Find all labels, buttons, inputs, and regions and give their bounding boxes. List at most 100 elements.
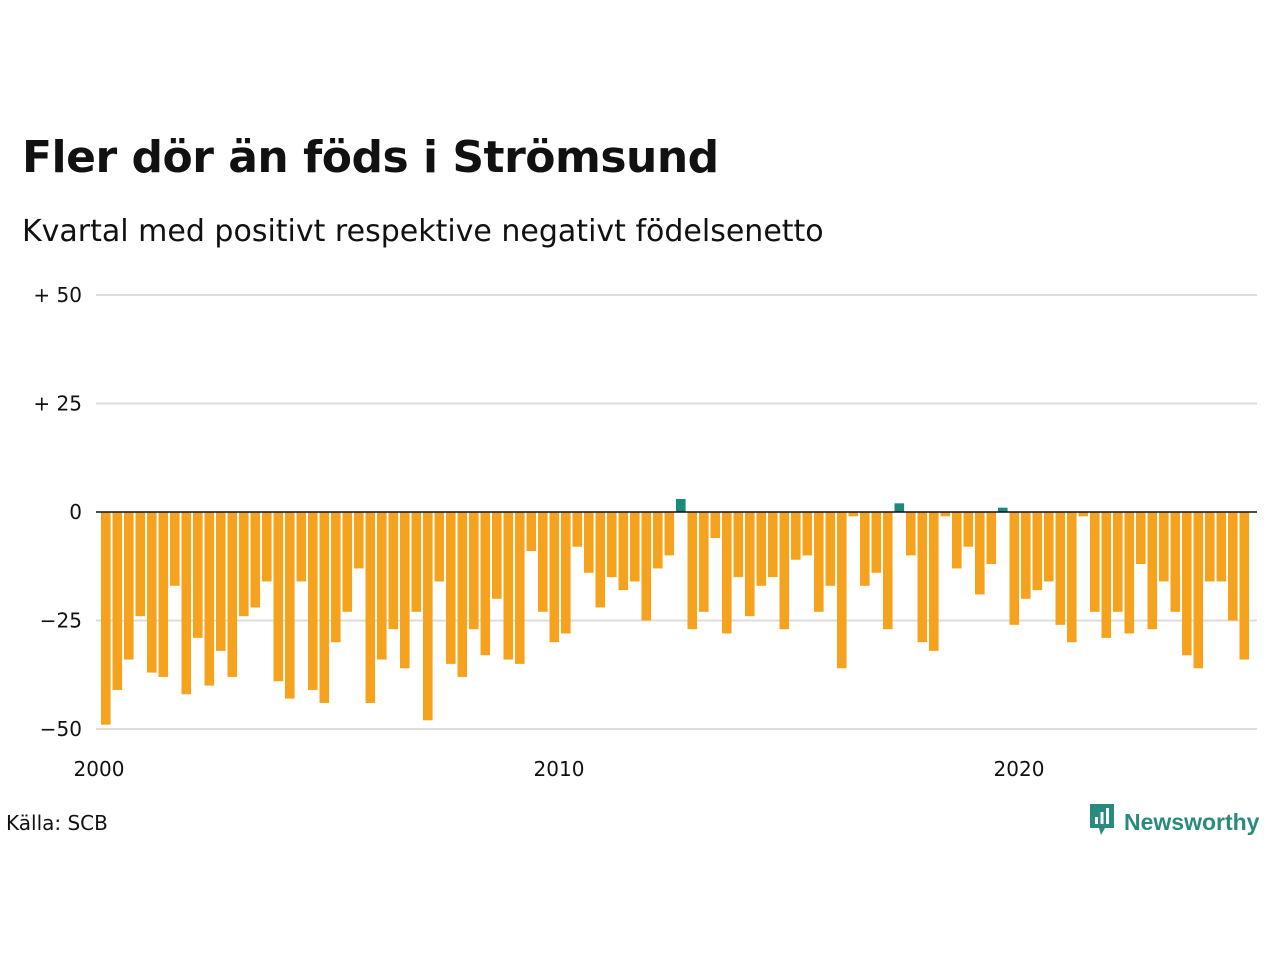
bar: [1170, 512, 1181, 612]
bar: [618, 512, 629, 591]
bar: [112, 512, 123, 690]
bar: [538, 512, 548, 612]
bar: [1205, 512, 1215, 582]
bar: [653, 512, 663, 569]
y-axis-labels: + 50 + 25 0 −25 −50: [33, 283, 82, 741]
bar: [641, 512, 652, 621]
bar: [170, 512, 180, 586]
bar: [469, 512, 479, 630]
bar: [273, 512, 284, 682]
bar: [584, 512, 594, 573]
bar: [1216, 512, 1227, 582]
bar: [204, 512, 215, 686]
bar: [1101, 512, 1112, 638]
bar: [227, 512, 238, 677]
bar: [940, 512, 951, 517]
bar: [1136, 512, 1146, 565]
x-axis-labels: 2000 2010 2020: [74, 757, 1045, 781]
bar: [1182, 512, 1192, 656]
bar: [354, 512, 364, 569]
bar: [319, 512, 330, 703]
bar: [699, 512, 709, 612]
bar: [526, 512, 537, 552]
bar: [929, 512, 939, 651]
bar: [181, 512, 192, 695]
bar: [285, 512, 295, 699]
bar: [722, 512, 732, 634]
bar: [480, 512, 491, 656]
y-tick-label: + 50: [33, 283, 82, 307]
bar: [492, 512, 502, 599]
bar: [135, 512, 146, 617]
source-note: Källa: SCB: [6, 811, 108, 835]
x-tick-label: 2000: [74, 757, 125, 781]
bar: [549, 512, 560, 643]
bar: [411, 512, 422, 612]
bar: [239, 512, 249, 617]
bar: [342, 512, 353, 612]
bar: [952, 512, 962, 569]
bar: [963, 512, 974, 547]
bar: [1032, 512, 1043, 591]
bar: [296, 512, 307, 582]
chart-subtitle: Kvartal med positivt respektive negativt…: [22, 214, 824, 249]
bar: [595, 512, 606, 608]
newsworthy-logo-icon: [1088, 802, 1116, 842]
bar: [917, 512, 928, 643]
bar: [894, 503, 905, 512]
bar: [1090, 512, 1100, 612]
bar: [779, 512, 790, 630]
x-tick-label: 2010: [534, 757, 585, 781]
bar: [1124, 512, 1135, 634]
bar: [193, 512, 203, 638]
y-tick-label: + 25: [33, 392, 82, 416]
bar: [216, 512, 226, 651]
bar: [1055, 512, 1066, 625]
y-tick-label: −25: [40, 609, 82, 633]
bar: [998, 507, 1008, 512]
bar: [1067, 512, 1077, 643]
bar: [262, 512, 272, 582]
bar: [1113, 512, 1123, 612]
bar: [710, 512, 721, 539]
chart-title: Fler dör än föds i Strömsund: [22, 132, 719, 183]
bar: [331, 512, 341, 643]
bar: [745, 512, 755, 617]
bar: [986, 512, 997, 565]
bar: [250, 512, 261, 608]
bar: [825, 512, 836, 586]
bar: [457, 512, 468, 677]
bar: [124, 512, 134, 660]
bar: [561, 512, 571, 634]
bar: [768, 512, 778, 578]
bar: [147, 512, 157, 673]
bar: [1193, 512, 1204, 669]
bar: [676, 498, 686, 512]
bar: [158, 512, 169, 677]
x-tick-label: 2020: [994, 757, 1045, 781]
bar: [1044, 512, 1054, 582]
bar: [802, 512, 813, 556]
bar: [733, 512, 744, 578]
bar: [756, 512, 767, 586]
bar: [434, 512, 445, 582]
bar: [814, 512, 824, 612]
bar: [1078, 512, 1089, 517]
bar: [871, 512, 882, 573]
brand-logo[interactable]: Newsworthy: [1088, 802, 1259, 842]
bar: [365, 512, 376, 703]
y-tick-label: 0: [69, 500, 82, 524]
bar: [388, 512, 399, 630]
bar: [837, 512, 847, 669]
bar: [446, 512, 456, 664]
bar: [883, 512, 893, 630]
bar: [687, 512, 698, 630]
brand-name: Newsworthy: [1124, 808, 1260, 835]
y-tick-label: −50: [40, 717, 82, 741]
bar: [423, 512, 433, 721]
bar: [848, 512, 859, 517]
bar: [400, 512, 410, 669]
bar: [1021, 512, 1031, 599]
bar: [101, 512, 111, 725]
